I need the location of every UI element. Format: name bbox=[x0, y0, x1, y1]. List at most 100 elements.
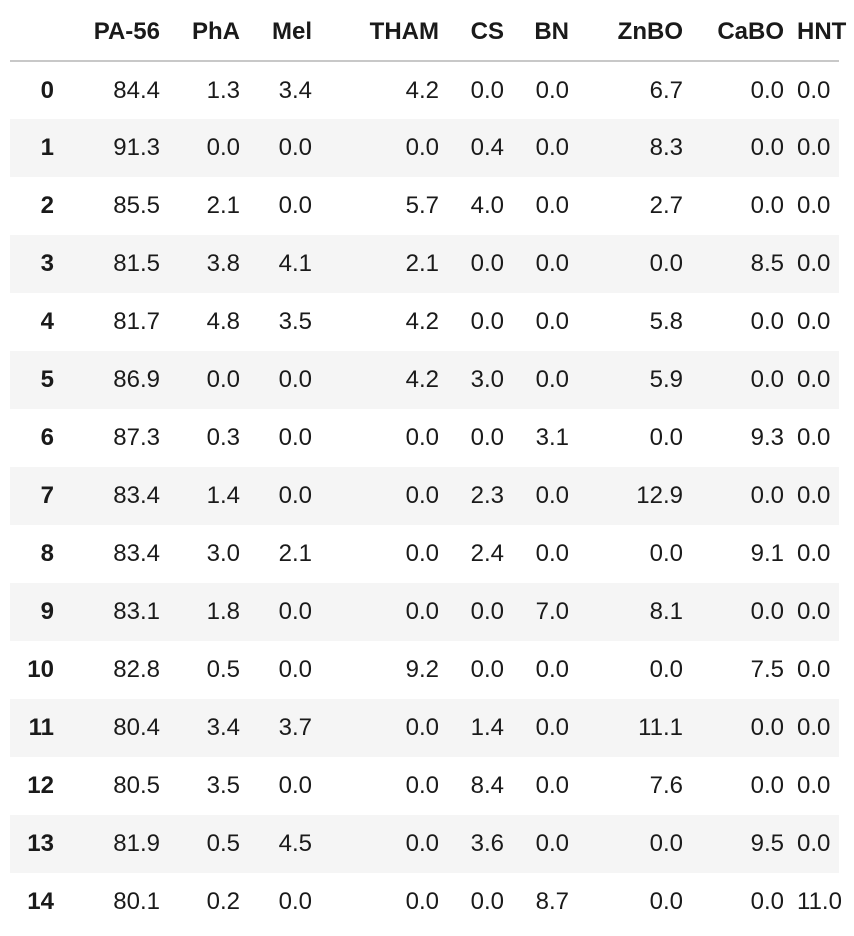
table-cell: 0.0 bbox=[797, 540, 831, 567]
table-cell: 0.0 bbox=[649, 250, 683, 277]
table-cell: 2.1 bbox=[278, 540, 312, 567]
table-cell: 86.9 bbox=[113, 366, 160, 393]
table-cell: 0.0 bbox=[278, 366, 312, 393]
table-row: 4 81.7 4.8 3.5 4.2 0.0 0.0 5.8 0.0 0.0 bbox=[10, 293, 839, 351]
table-row: 12 80.5 3.5 0.0 0.0 8.4 0.0 7.6 0.0 0.0 bbox=[10, 757, 839, 815]
table-cell: 81.9 bbox=[113, 830, 160, 857]
table-row: 6 87.3 0.3 0.0 0.0 0.0 3.1 0.0 9.3 0.0 bbox=[10, 409, 839, 467]
column-header: PA-56 bbox=[67, 4, 173, 62]
table-cell: 0.0 bbox=[750, 76, 784, 104]
table-cell: 0.0 bbox=[278, 598, 312, 625]
row-index: 9 bbox=[40, 598, 54, 625]
table-cell: 0.0 bbox=[797, 192, 831, 219]
table-cell: 1.3 bbox=[206, 76, 240, 104]
table-cell: 0.0 bbox=[797, 830, 831, 857]
table-cell: 5.8 bbox=[649, 308, 683, 335]
column-header: CaBO bbox=[696, 4, 797, 62]
table-cell: 0.0 bbox=[750, 598, 784, 625]
table-cell: 4.2 bbox=[405, 308, 439, 335]
table-row: 5 86.9 0.0 0.0 4.2 3.0 0.0 5.9 0.0 0.0 bbox=[10, 351, 839, 409]
table-cell: 0.0 bbox=[405, 830, 439, 857]
table-row: 13 81.9 0.5 4.5 0.0 3.6 0.0 0.0 9.5 0.0 bbox=[10, 815, 839, 873]
table-cell: 0.0 bbox=[750, 772, 784, 799]
table-cell: 81.5 bbox=[113, 250, 160, 277]
table-row: 1 91.3 0.0 0.0 0.0 0.4 0.0 8.3 0.0 0.0 bbox=[10, 119, 839, 177]
table-cell: 0.0 bbox=[535, 366, 569, 393]
row-index: 6 bbox=[40, 424, 54, 451]
table-cell: 0.3 bbox=[206, 424, 240, 451]
table-cell: 3.0 bbox=[206, 540, 240, 567]
table-row: 14 80.1 0.2 0.0 0.0 0.0 8.7 0.0 0.0 11.0 bbox=[10, 873, 842, 931]
table-cell: 2.1 bbox=[405, 250, 439, 277]
row-index: 5 bbox=[40, 366, 54, 393]
table-cell: 0.0 bbox=[470, 656, 504, 683]
table-cell: 2.4 bbox=[470, 540, 504, 567]
table-cell: 0.0 bbox=[750, 192, 784, 219]
table-cell: 0.0 bbox=[797, 134, 831, 161]
table-cell: 0.0 bbox=[750, 714, 784, 741]
row-index: 4 bbox=[40, 308, 54, 335]
row-index: 0 bbox=[40, 76, 54, 104]
table-cell: 80.1 bbox=[113, 888, 160, 915]
column-header: BN bbox=[517, 4, 582, 62]
table-cell: 3.5 bbox=[206, 772, 240, 799]
table-cell: 80.4 bbox=[113, 714, 160, 741]
table-cell: 6.7 bbox=[649, 76, 683, 104]
table-cell: 11.1 bbox=[638, 714, 683, 741]
table-cell: 0.0 bbox=[797, 76, 831, 104]
row-index: 13 bbox=[27, 830, 54, 857]
table-cell: 3.7 bbox=[278, 714, 312, 741]
table-cell: 0.0 bbox=[797, 366, 831, 393]
table-cell: 0.0 bbox=[535, 656, 569, 683]
table-cell: 0.0 bbox=[405, 424, 439, 451]
table-cell: 0.0 bbox=[206, 134, 240, 161]
table-cell: 0.0 bbox=[405, 714, 439, 741]
table-cell: 0.0 bbox=[535, 250, 569, 277]
table-cell: 0.0 bbox=[649, 424, 683, 451]
row-index: 1 bbox=[40, 134, 54, 161]
table-cell: 4.8 bbox=[206, 308, 240, 335]
table-cell: 3.4 bbox=[278, 76, 312, 104]
table-cell: 0.0 bbox=[470, 308, 504, 335]
row-index: 3 bbox=[40, 250, 54, 277]
table-cell: 0.0 bbox=[278, 888, 312, 915]
table-cell: 0.0 bbox=[750, 308, 784, 335]
table-cell: 4.2 bbox=[405, 366, 439, 393]
column-header: THAM bbox=[325, 4, 452, 62]
table-cell: 0.0 bbox=[750, 134, 784, 161]
column-header: PhA bbox=[173, 4, 253, 62]
table-cell: 8.7 bbox=[535, 888, 569, 915]
table-cell: 83.1 bbox=[113, 598, 160, 625]
table-cell: 83.4 bbox=[113, 482, 160, 509]
table-cell: 82.8 bbox=[113, 656, 160, 683]
column-header: ZnBO bbox=[582, 4, 696, 62]
table-cell: 8.5 bbox=[750, 250, 784, 277]
table-cell: 0.0 bbox=[278, 192, 312, 219]
table-cell: 3.1 bbox=[535, 424, 569, 451]
table-cell: 4.2 bbox=[405, 76, 439, 104]
table-row: 10 82.8 0.5 0.0 9.2 0.0 0.0 0.0 7.5 0.0 bbox=[10, 641, 839, 699]
table-cell: 0.0 bbox=[470, 76, 504, 104]
table-header: PA-56 PhA Mel THAM CS BN ZnBO CaBO HNT bbox=[10, 4, 846, 62]
table-cell: 0.0 bbox=[797, 482, 831, 509]
table-cell: 0.0 bbox=[405, 598, 439, 625]
table-cell: 0.0 bbox=[535, 772, 569, 799]
table-cell: 7.5 bbox=[750, 656, 784, 683]
table-cell: 0.0 bbox=[797, 424, 831, 451]
table-cell: 85.5 bbox=[113, 192, 160, 219]
table-row: 11 80.4 3.4 3.7 0.0 1.4 0.0 11.1 0.0 0.0 bbox=[10, 699, 839, 757]
row-index: 10 bbox=[27, 656, 54, 683]
table-row: 7 83.4 1.4 0.0 0.0 2.3 0.0 12.9 0.0 0.0 bbox=[10, 467, 839, 525]
table-cell: 1.8 bbox=[206, 598, 240, 625]
table-cell: 1.4 bbox=[206, 482, 240, 509]
table-cell: 8.1 bbox=[649, 598, 683, 625]
index-header bbox=[10, 4, 67, 62]
column-header: CS bbox=[452, 4, 517, 62]
table-cell: 0.0 bbox=[649, 888, 683, 915]
table-cell: 8.4 bbox=[470, 772, 504, 799]
table-cell: 91.3 bbox=[113, 134, 160, 161]
table-row: 3 81.5 3.8 4.1 2.1 0.0 0.0 0.0 8.5 0.0 bbox=[10, 235, 839, 293]
dataframe-table: PA-56 PhA Mel THAM CS BN ZnBO CaBO HNT 0… bbox=[10, 4, 846, 931]
table-cell: 0.0 bbox=[470, 598, 504, 625]
